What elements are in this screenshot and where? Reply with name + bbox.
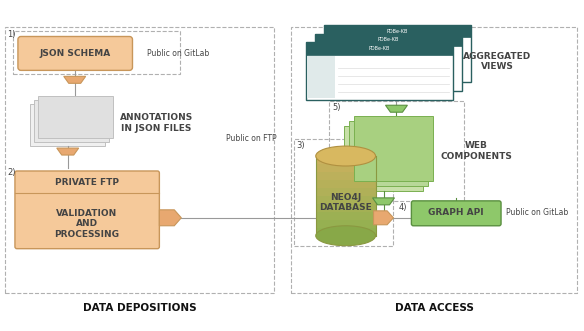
Text: 4): 4) (398, 203, 407, 212)
Ellipse shape (316, 146, 376, 166)
Bar (291, 26, 577, 293)
Bar (349, 121, 428, 186)
Bar (315, 33, 462, 91)
Polygon shape (374, 211, 394, 225)
Bar (316, 155, 376, 164)
Text: ANNOTATIONS
IN JSON FILES: ANNOTATIONS IN JSON FILES (120, 114, 193, 133)
Bar (315, 33, 462, 46)
Bar (343, 126, 423, 191)
Text: Public on FTP: Public on FTP (225, 134, 276, 143)
Bar (13, 30, 180, 74)
Text: AGGREGATED
VIEWS: AGGREGATED VIEWS (463, 52, 531, 71)
Text: PDBe-KB: PDBe-KB (378, 37, 399, 42)
FancyBboxPatch shape (15, 171, 159, 249)
Bar (30, 104, 105, 146)
Bar (316, 163, 376, 172)
Bar (316, 211, 376, 220)
Ellipse shape (316, 226, 376, 246)
Bar (306, 42, 453, 100)
Bar (316, 227, 376, 236)
Text: VALIDATION
AND
PROCESSING: VALIDATION AND PROCESSING (54, 209, 119, 239)
Text: NEO4J
DATABASE: NEO4J DATABASE (319, 193, 372, 212)
Text: Public on GitLab: Public on GitLab (506, 208, 568, 217)
Bar (307, 56, 335, 98)
Polygon shape (159, 210, 181, 226)
Polygon shape (57, 148, 79, 155)
Text: PDBe-KB: PDBe-KB (369, 46, 390, 51)
Text: GRAPH API: GRAPH API (429, 208, 484, 217)
Text: PRIVATE FTP: PRIVATE FTP (55, 178, 119, 187)
Bar (324, 24, 471, 82)
Bar (294, 139, 394, 246)
Text: PDBe-KB: PDBe-KB (387, 28, 408, 33)
Text: WEB
COMPONENTS: WEB COMPONENTS (440, 141, 512, 161)
FancyBboxPatch shape (18, 36, 133, 71)
Bar (5, 26, 274, 293)
Bar (316, 187, 376, 196)
Text: 3): 3) (296, 141, 304, 150)
Bar (354, 116, 433, 181)
Bar (316, 179, 376, 188)
Text: JSON SCHEMA: JSON SCHEMA (39, 49, 110, 58)
Bar (316, 203, 376, 212)
Bar (34, 100, 109, 142)
Text: Public on GitLab: Public on GitLab (147, 49, 210, 58)
Polygon shape (385, 105, 408, 112)
Bar (316, 171, 376, 180)
Bar (324, 24, 471, 37)
Bar (38, 96, 113, 138)
Text: 5): 5) (333, 103, 341, 112)
Polygon shape (64, 76, 86, 83)
Polygon shape (373, 198, 394, 205)
Text: DATA DEPOSITIONS: DATA DEPOSITIONS (83, 304, 196, 313)
Text: 2): 2) (7, 168, 15, 177)
FancyBboxPatch shape (411, 201, 501, 226)
Bar (306, 42, 453, 55)
Bar (316, 195, 376, 204)
Text: 1): 1) (7, 29, 15, 38)
Bar (329, 101, 464, 201)
Bar (316, 219, 376, 228)
Text: DATA ACCESS: DATA ACCESS (395, 304, 474, 313)
